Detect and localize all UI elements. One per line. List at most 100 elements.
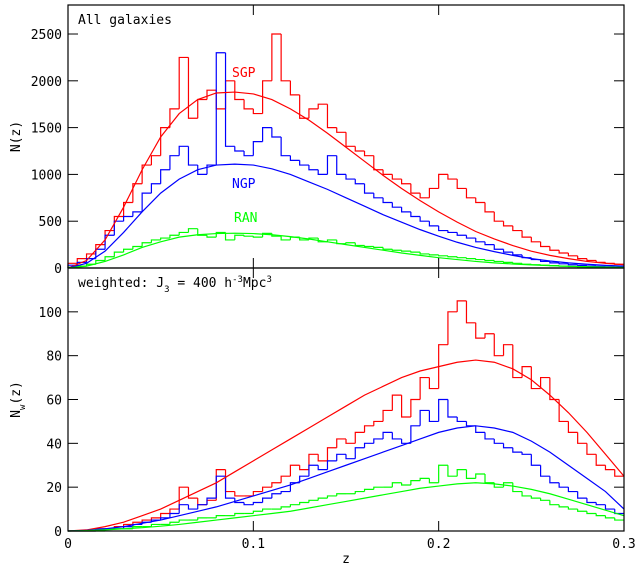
histogram-step <box>428 478 439 484</box>
histogram-step <box>512 225 523 232</box>
histogram-step <box>280 34 291 82</box>
histogram-step <box>401 395 411 418</box>
y-axis-label: Nw(z) <box>9 381 28 418</box>
histogram-step <box>271 482 282 488</box>
histogram-step <box>465 469 476 479</box>
histogram-step <box>299 160 309 166</box>
histogram-step <box>336 127 346 133</box>
histogram-step <box>262 508 272 512</box>
histogram-step <box>456 256 467 259</box>
histogram-step <box>475 473 485 479</box>
series-label: SGP <box>232 66 256 81</box>
histogram-step <box>391 249 402 251</box>
histogram-step <box>401 250 411 252</box>
histogram-step <box>234 234 245 240</box>
histogram-step <box>234 80 245 101</box>
histogram-step <box>530 237 541 243</box>
histogram-step <box>401 179 411 185</box>
histogram-step <box>567 487 578 493</box>
histogram-step <box>438 254 448 257</box>
histogram-step <box>502 221 513 227</box>
histogram-step <box>280 136 291 157</box>
histogram-step <box>326 495 337 499</box>
histogram-step <box>586 443 597 455</box>
histogram-step <box>160 169 170 184</box>
y-tick-label: 20 <box>46 481 62 496</box>
histogram-step <box>540 465 550 477</box>
histogram-step <box>150 239 161 243</box>
histogram-step <box>586 265 597 267</box>
histogram-step <box>419 409 430 426</box>
histogram-step <box>586 258 597 262</box>
histogram-step <box>354 179 365 185</box>
histogram-step <box>354 431 365 444</box>
histogram-step <box>243 151 254 157</box>
annotation-part: -3 <box>232 275 243 285</box>
histogram-step <box>382 197 393 204</box>
histogram-step <box>299 501 309 505</box>
histogram-step <box>104 234 115 250</box>
histogram-step <box>577 432 587 444</box>
histogram-step <box>187 487 198 499</box>
histogram-step <box>567 421 578 433</box>
histogram-step <box>354 146 365 152</box>
histogram-step <box>150 517 161 521</box>
histogram-step <box>373 438 384 444</box>
y-axis-label-part: (z) <box>9 381 24 404</box>
histogram-step <box>530 454 541 466</box>
histogram-step <box>465 235 476 239</box>
y-axis-label-part: N <box>9 410 24 418</box>
annotation-part: 3 <box>266 275 271 285</box>
histogram-step <box>363 183 374 194</box>
histogram-step <box>540 498 550 501</box>
histogram-step <box>484 474 495 484</box>
histogram-step <box>141 242 152 247</box>
histogram-step <box>549 261 560 264</box>
histogram-step <box>206 497 217 505</box>
histogram-step <box>206 164 217 175</box>
histogram-step <box>456 232 467 236</box>
histogram-step <box>215 52 226 166</box>
histogram-step <box>252 510 263 514</box>
histogram-step <box>456 469 467 477</box>
histogram-step <box>549 500 560 506</box>
histogram-step <box>419 477 430 481</box>
histogram-step <box>567 506 578 510</box>
histogram-step <box>326 460 337 470</box>
fit-curve <box>67 91 625 269</box>
histogram-step <box>456 300 467 312</box>
histogram-step <box>280 475 291 483</box>
histogram-step <box>475 425 485 433</box>
histogram-step <box>558 504 569 508</box>
histogram-step <box>410 398 421 418</box>
histogram-step <box>234 491 245 497</box>
histogram-step <box>345 132 356 147</box>
annotation-part: 3 <box>164 285 169 295</box>
histogram-step <box>586 511 597 515</box>
histogram-step <box>271 127 282 138</box>
histogram-step <box>243 99 254 110</box>
histogram-step <box>336 438 346 448</box>
histogram-step <box>512 252 523 256</box>
histogram-step <box>382 431 393 439</box>
histogram-step <box>382 409 393 422</box>
histogram-step <box>262 486 272 492</box>
histogram-step <box>530 495 541 499</box>
histogram-step <box>595 454 606 466</box>
histogram-step <box>262 80 272 114</box>
histogram-step <box>141 519 152 523</box>
histogram-step <box>178 145 189 156</box>
histogram-step <box>521 491 532 497</box>
histogram-step <box>197 98 207 119</box>
histogram-step <box>224 232 235 241</box>
histogram-step <box>160 237 170 240</box>
histogram-step <box>326 155 337 175</box>
histogram-step <box>373 486 384 490</box>
fit-curve <box>67 482 625 532</box>
histogram-step <box>169 521 180 525</box>
histogram-step <box>187 504 198 510</box>
histogram-step <box>456 179 467 190</box>
histogram-step <box>493 260 504 263</box>
histogram-step <box>521 366 532 378</box>
histogram-step <box>308 453 319 470</box>
